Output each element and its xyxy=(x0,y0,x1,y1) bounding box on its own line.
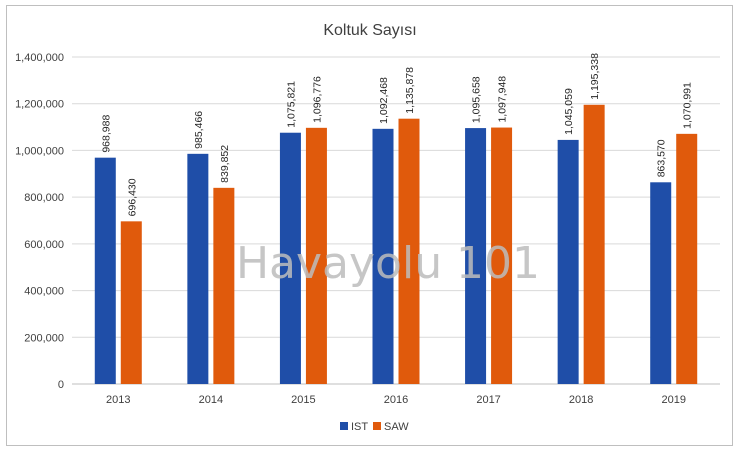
watermark-text: Havayolu 101 xyxy=(236,238,540,289)
legend: IST SAW xyxy=(340,421,409,433)
bar-ist xyxy=(94,157,116,384)
y-tick-label: 400,000 xyxy=(24,286,64,298)
data-label-saw: 1,070,991 xyxy=(682,82,694,129)
bar-ist xyxy=(465,128,487,384)
y-axis-ticks: 0 200,000 400,000 600,000 800,000 1,000,000 1,… xyxy=(15,52,64,391)
data-label-saw: 696,430 xyxy=(126,178,138,216)
x-tick-label: 2018 xyxy=(569,394,593,406)
bar-ist xyxy=(372,128,394,384)
x-tick-label: 2015 xyxy=(291,394,315,406)
y-tick-label: 0 xyxy=(58,379,64,391)
bar-saw xyxy=(398,118,420,385)
gridlines xyxy=(72,56,720,385)
x-tick-label: 2014 xyxy=(199,394,223,406)
data-label-ist: 863,570 xyxy=(656,139,668,177)
y-tick-label: 200,000 xyxy=(24,332,64,344)
bar-saw xyxy=(583,104,605,384)
bar-saw xyxy=(305,127,327,384)
x-tick-label: 2013 xyxy=(106,394,130,406)
data-label-ist: 1,075,821 xyxy=(285,81,297,128)
data-label-ist: 1,092,468 xyxy=(378,77,390,124)
y-tick-label: 1,200,000 xyxy=(15,99,64,111)
data-label-saw: 1,096,776 xyxy=(311,76,323,123)
data-label-ist: 968,988 xyxy=(100,115,112,153)
y-tick-label: 1,000,000 xyxy=(15,145,64,157)
bar-saw xyxy=(491,127,513,384)
bar-saw xyxy=(120,221,142,384)
bar-ist xyxy=(650,182,672,384)
x-tick-label: 2016 xyxy=(384,394,408,406)
bar-saw xyxy=(213,187,235,384)
legend-swatch-ist xyxy=(340,422,348,430)
data-labels: 968,988 696,430 985,466 839,852 1,075,821 1,0… xyxy=(100,53,693,216)
legend-label-saw: SAW xyxy=(384,421,409,433)
bar-ist xyxy=(187,153,209,384)
bar-ist xyxy=(279,132,301,384)
data-label-ist: 985,466 xyxy=(193,111,205,149)
chart-title: Koltuk Sayısı xyxy=(323,22,416,39)
legend-label-ist: IST xyxy=(351,421,368,433)
bars xyxy=(94,104,698,385)
data-label-saw: 1,195,338 xyxy=(589,53,601,100)
y-tick-label: 600,000 xyxy=(24,239,64,251)
data-label-saw: 1,097,948 xyxy=(497,76,509,123)
data-label-saw: 839,852 xyxy=(219,145,231,183)
y-tick-label: 1,400,000 xyxy=(15,52,64,64)
x-axis-ticks: 2013 2014 2015 2016 2017 2018 2019 xyxy=(106,394,686,406)
bar-saw xyxy=(676,133,698,384)
data-label-saw: 1,135,878 xyxy=(404,67,416,114)
legend-swatch-saw xyxy=(373,422,381,430)
x-tick-label: 2019 xyxy=(661,394,685,406)
x-tick-label: 2017 xyxy=(476,394,500,406)
data-label-ist: 1,045,059 xyxy=(563,88,575,135)
data-label-ist: 1,095,658 xyxy=(471,76,483,123)
bar-ist xyxy=(557,139,579,384)
y-tick-label: 800,000 xyxy=(24,192,64,204)
